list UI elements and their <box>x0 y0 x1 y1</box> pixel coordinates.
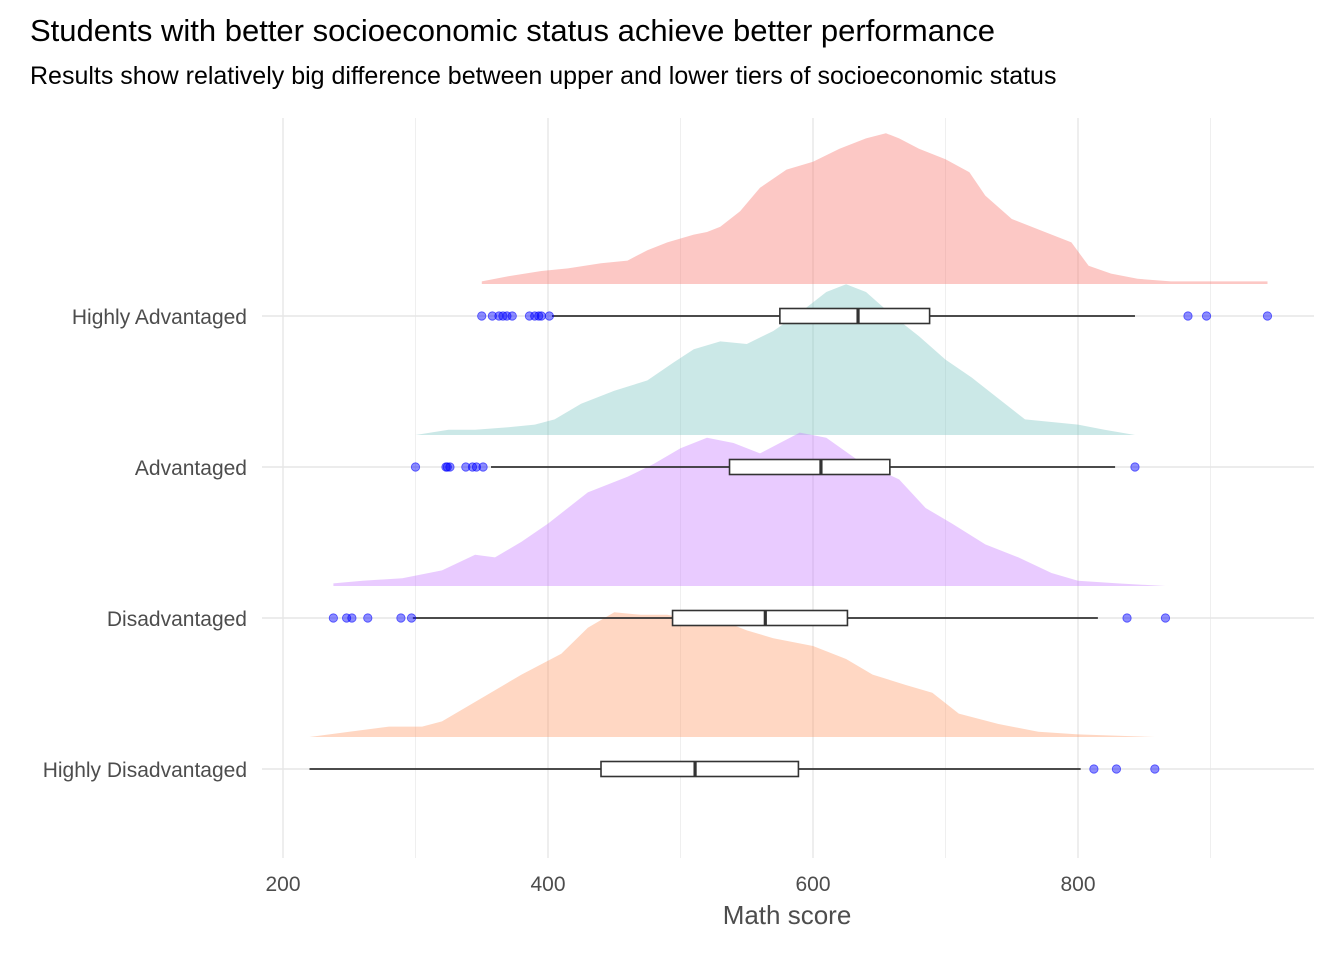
density-cloud-0 <box>481 133 1268 284</box>
box-0 <box>779 307 931 325</box>
outlier-point <box>445 462 455 472</box>
boxplots <box>309 307 1135 778</box>
outlier-point <box>524 311 535 321</box>
outlier-point <box>347 613 357 623</box>
x-tick-label-400: 400 <box>530 873 565 896</box>
density-cloud-2 <box>333 432 1166 586</box>
density-clouds <box>309 133 1268 737</box>
chart-title: Students with better socioeconomic statu… <box>30 13 995 48</box>
outlier-point <box>442 462 452 472</box>
outlier-point <box>341 613 352 623</box>
outlier-point <box>328 613 338 623</box>
outlier-point <box>1183 311 1193 321</box>
box-2 <box>671 609 849 627</box>
y-axis-labels: Highly Advantaged Advantaged Disadvantaged… <box>43 306 247 782</box>
outlier-point <box>1122 613 1132 623</box>
outlier-point <box>534 311 544 321</box>
outlier-point <box>487 311 497 321</box>
outlier-point <box>478 462 488 472</box>
y-tick-label-1: Advantaged <box>135 457 247 480</box>
outlier-point <box>544 311 554 321</box>
x-tick-label-200: 200 <box>265 873 300 896</box>
outlier-point <box>410 462 421 472</box>
outlier-point <box>406 613 417 623</box>
x-axis-labels: 200 400 600 800 <box>265 873 1095 896</box>
outlier-point <box>1130 462 1140 472</box>
x-tick-label-800: 800 <box>1060 873 1095 896</box>
x-tick-label-600: 600 <box>795 873 830 896</box>
outlier-point <box>536 311 546 321</box>
outlier-point <box>1262 311 1273 321</box>
box-3 <box>600 760 800 778</box>
chart-subtitle: Results show relatively big difference b… <box>30 62 1056 90</box>
outlier-point <box>1150 764 1160 774</box>
outlier-point <box>507 311 517 321</box>
y-tick-label-0: Highly Advantaged <box>72 306 247 329</box>
outlier-point <box>471 462 482 472</box>
outlier-point <box>1111 764 1122 774</box>
outlier-point <box>1201 311 1212 321</box>
outlier-point <box>502 311 512 321</box>
outlier-points <box>328 311 1273 774</box>
y-tick-label-2: Disadvantaged <box>107 608 247 631</box>
outlier-point <box>461 462 471 472</box>
density-cloud-1 <box>415 284 1135 435</box>
density-cloud-3 <box>309 612 1155 737</box>
box-1 <box>728 458 891 476</box>
outlier-point <box>396 613 406 623</box>
outlier-point <box>363 613 373 623</box>
y-tick-label-3: Highly Disadvantaged <box>43 759 247 782</box>
outlier-point <box>1160 613 1171 623</box>
outlier-point <box>477 311 487 321</box>
outlier-point <box>1089 764 1099 774</box>
x-axis-title: Math score <box>723 900 852 930</box>
